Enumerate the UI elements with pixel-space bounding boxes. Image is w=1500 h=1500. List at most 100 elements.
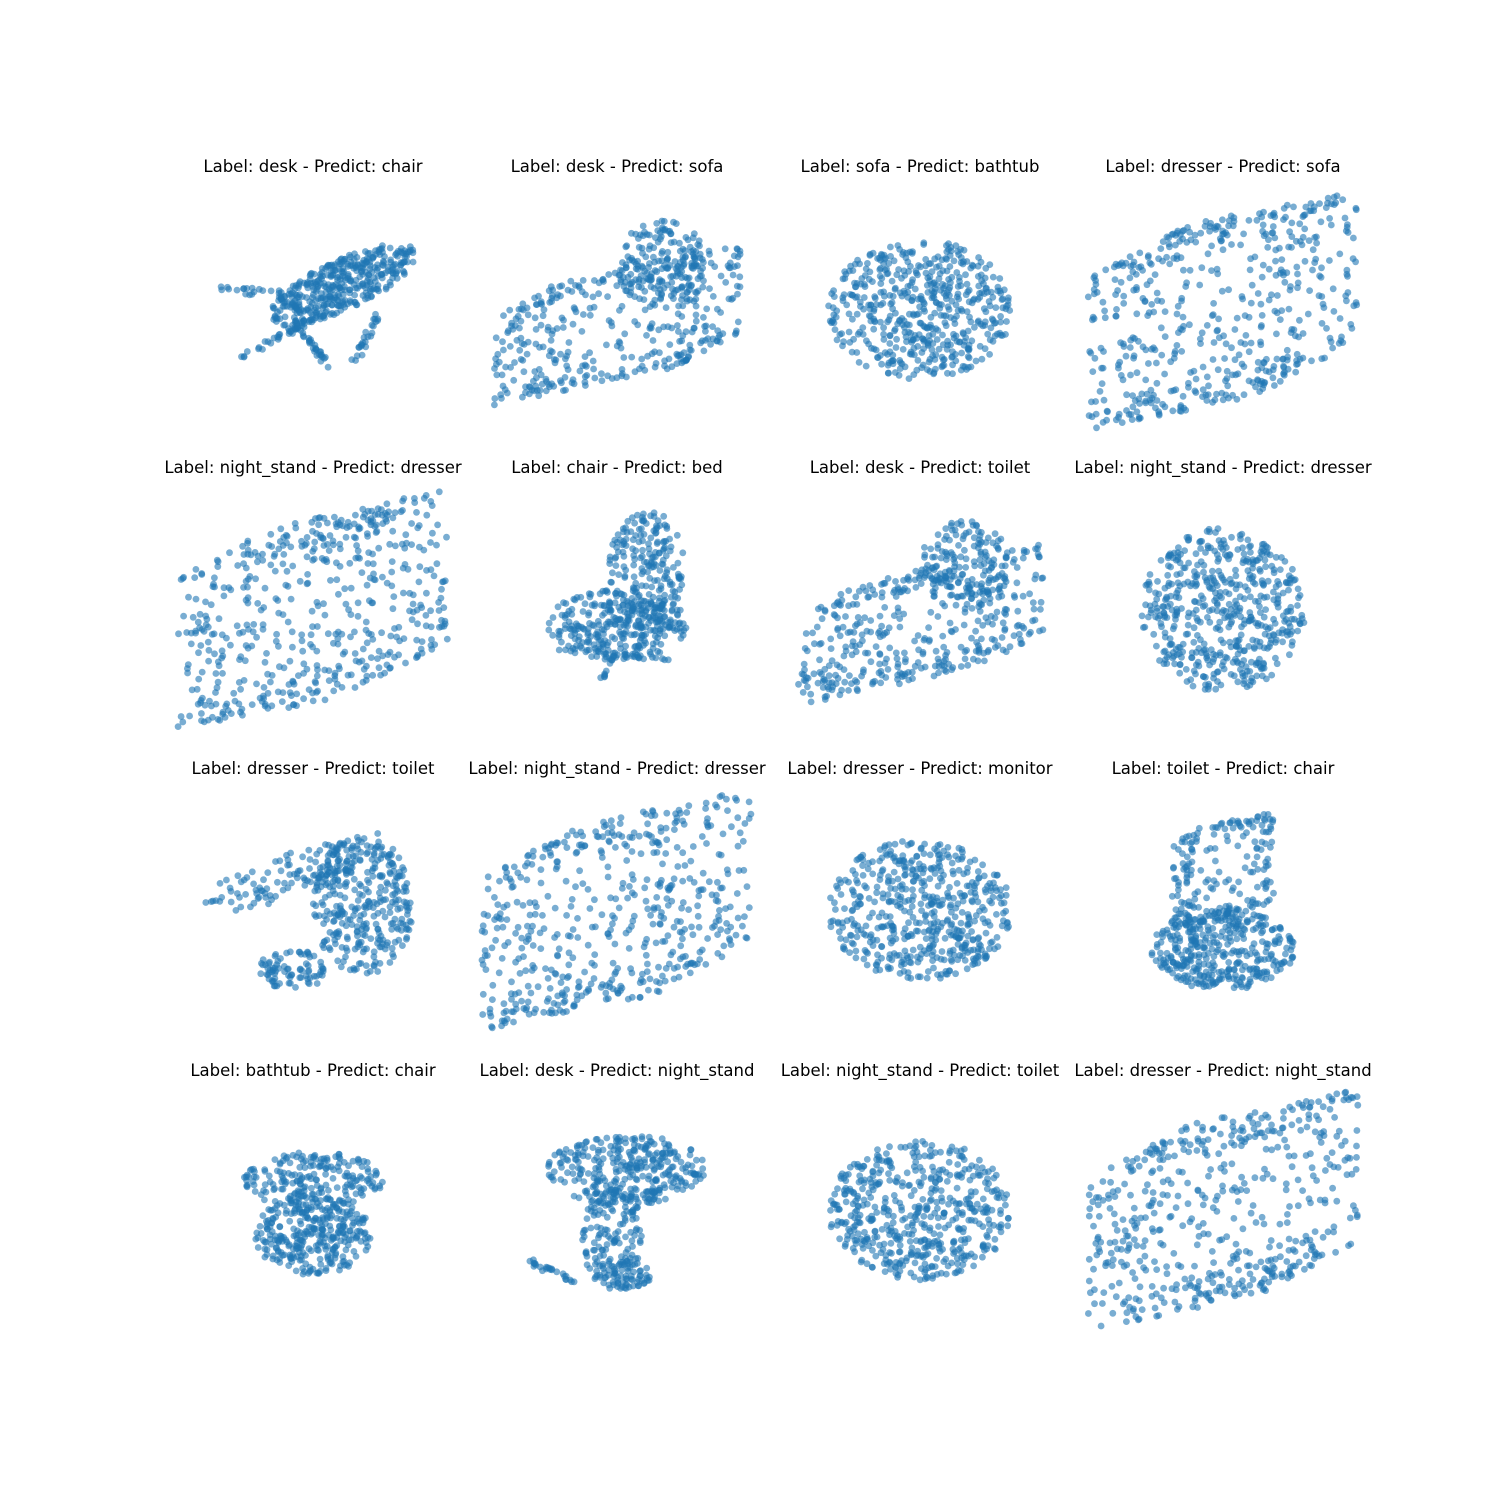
point-marker [526,383,534,391]
point-marker [670,218,677,226]
point-marker [298,637,306,645]
point-marker [329,541,337,549]
point-marker [546,985,554,992]
point-marker [531,314,539,322]
point-marker [1200,561,1208,569]
point-marker [630,573,638,581]
point-marker [285,972,292,979]
point-marker [1203,373,1211,381]
point-marker [395,623,403,631]
point-marker [1103,416,1110,424]
point-marker [486,1005,494,1013]
point-marker [1139,343,1147,351]
point-marker [1111,276,1119,283]
point-marker [721,245,729,253]
point-marker [1157,324,1165,332]
point-marker [962,564,970,571]
point-marker [985,576,993,584]
point-marker [335,909,343,916]
point-marker [204,638,212,646]
point-marker [1254,376,1261,384]
point-marker [937,554,945,562]
point-marker [313,286,321,293]
point-marker [741,913,748,920]
point-marker [487,1012,495,1020]
subplot-title: Label: desk - Predict: chair [203,157,422,176]
point-marker [569,827,576,835]
point-marker [611,536,619,544]
point-marker [650,513,658,520]
point-marker [837,601,844,609]
point-marker [1209,356,1217,363]
point-marker [356,890,363,898]
point-marker [1267,639,1274,647]
point-marker [197,642,205,649]
point-marker [365,549,373,556]
point-marker [409,258,417,266]
point-marker [371,523,379,530]
point-marker [824,683,832,691]
point-marker [498,371,506,379]
point-marker [1037,606,1044,613]
point-marker [949,370,956,378]
point-marker [198,668,206,676]
point-marker [614,548,622,556]
point-marker [899,346,907,353]
point-marker [277,525,285,533]
point-marker [1301,225,1309,233]
point-marker [1133,369,1141,377]
point-marker [858,672,865,680]
point-marker [315,302,322,310]
point-marker [929,293,937,300]
point-marker [347,611,355,618]
point-marker [1102,266,1110,274]
point-marker [585,611,592,619]
point-marker [315,351,323,358]
point-marker [1242,663,1250,670]
point-marker [892,344,900,351]
point-marker [1317,218,1325,226]
point-marker [261,584,269,592]
point-marker [1300,211,1308,219]
point-marker [921,307,928,315]
point-marker [670,600,677,607]
point-marker [391,915,399,923]
point-marker [618,267,626,275]
point-marker [1117,339,1124,347]
point-marker [310,270,318,278]
point-marker [369,872,377,880]
point-marker [299,647,307,655]
point-marker [255,285,263,293]
point-marker [947,314,954,321]
point-marker [1172,615,1179,623]
point-marker [605,598,613,606]
point-marker [352,511,359,519]
point-marker [931,592,938,600]
point-marker [1286,228,1293,236]
point-marker [1306,287,1313,294]
point-marker [629,587,637,595]
point-marker [295,282,303,289]
point-marker [383,500,391,508]
point-marker [508,883,516,891]
point-marker [510,1018,517,1026]
point-marker [732,931,740,939]
point-marker [629,917,637,925]
point-marker [1258,322,1265,329]
point-marker [359,931,367,938]
point-marker [320,600,327,608]
point-marker [1290,326,1298,334]
point-marker [846,291,854,298]
point-marker [605,837,613,845]
point-marker [627,270,635,278]
point-marker [588,601,596,609]
point-marker [389,270,397,277]
point-marker [428,645,436,653]
point-marker [313,598,321,606]
point-marker [702,327,709,335]
point-marker [305,846,313,854]
point-marker [1206,528,1213,536]
point-marker [1238,623,1245,631]
point-marker [1113,306,1120,313]
point-marker [884,575,892,582]
